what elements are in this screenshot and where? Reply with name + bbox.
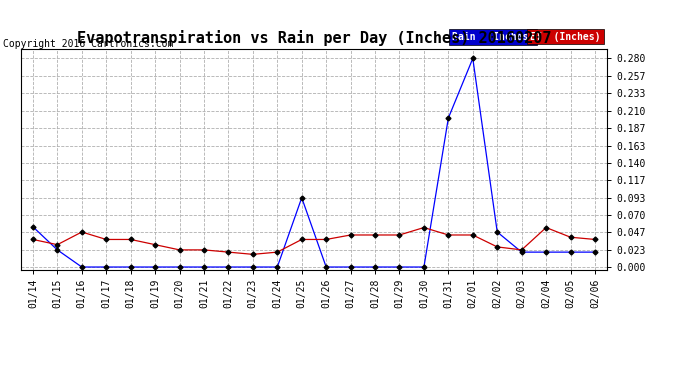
Text: Rain  (Inches): Rain (Inches) [452, 32, 534, 42]
Title: Evapotranspiration vs Rain per Day (Inches) 20160207: Evapotranspiration vs Rain per Day (Inch… [77, 30, 551, 46]
Text: ET  (Inches): ET (Inches) [531, 32, 601, 42]
Text: Copyright 2016 Cartronics.com: Copyright 2016 Cartronics.com [3, 39, 174, 50]
